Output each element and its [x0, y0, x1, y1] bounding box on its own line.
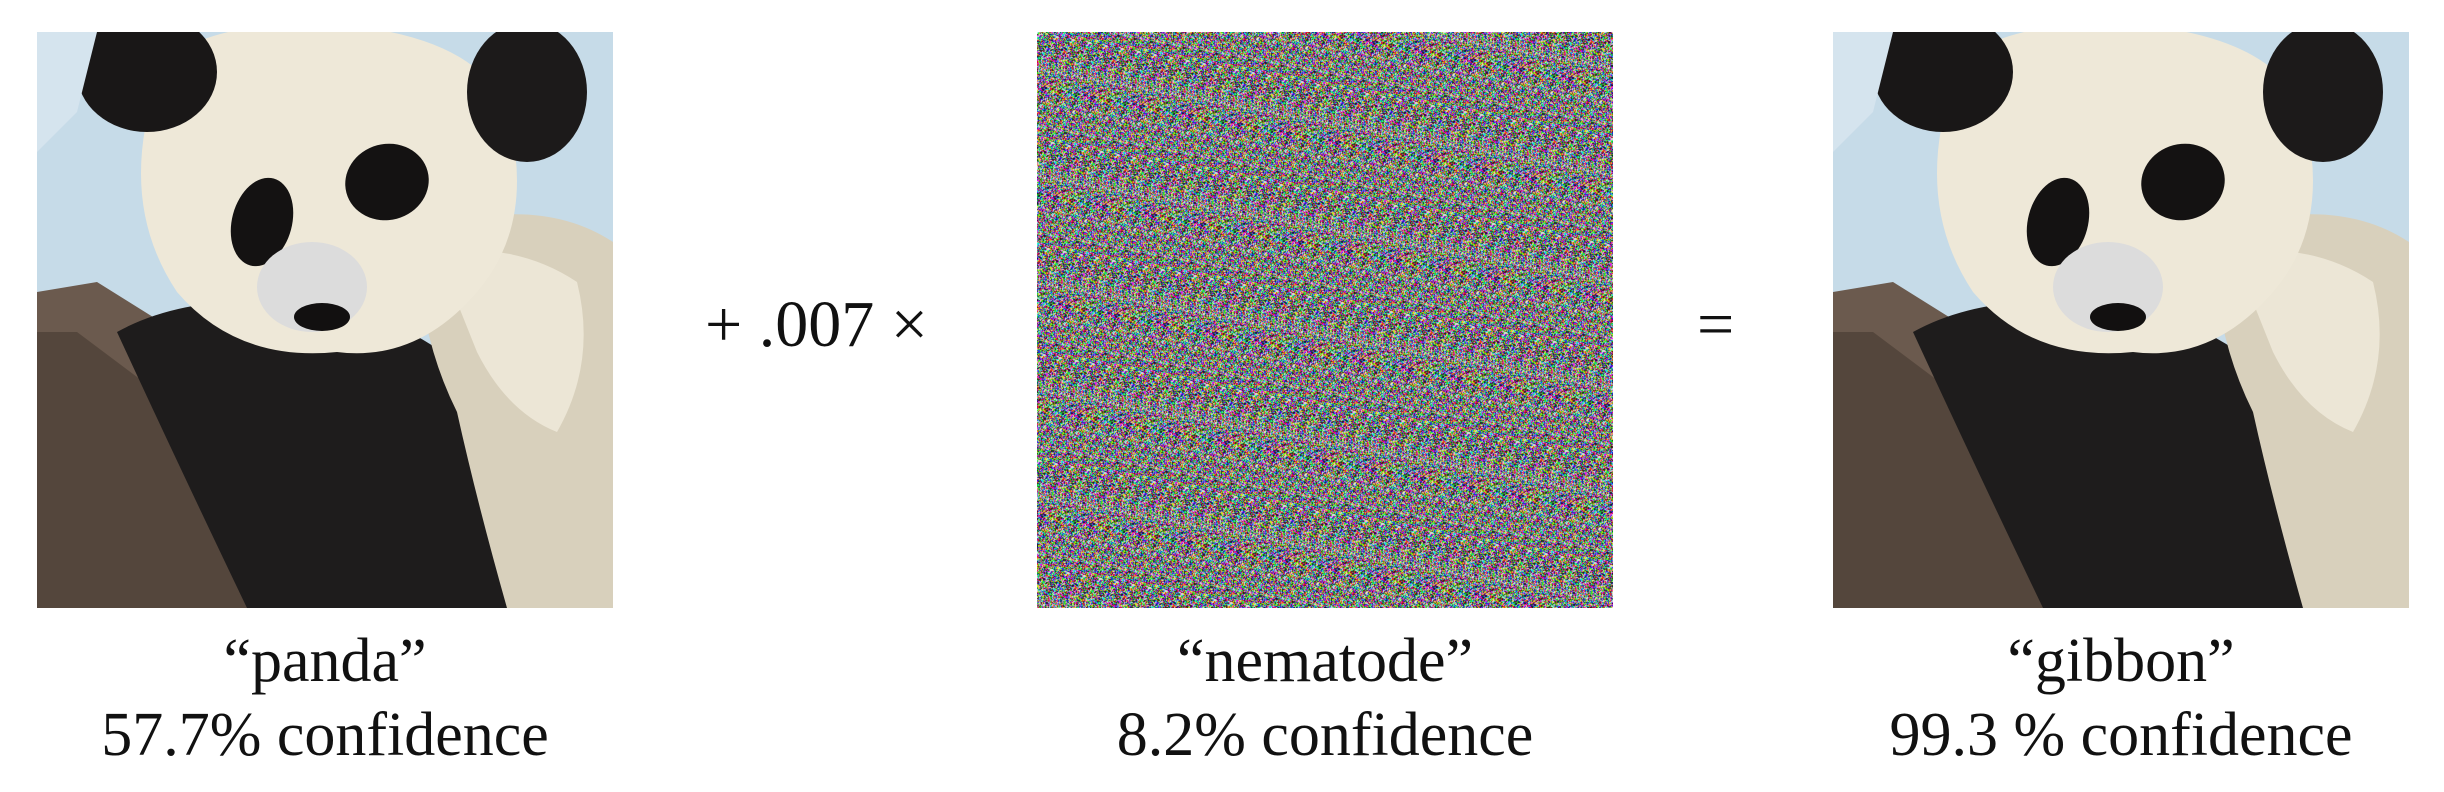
- panda-photo: [37, 32, 613, 608]
- noise-pattern: [1037, 32, 1613, 608]
- confidence-text: 99.3 % confidence: [1889, 701, 2353, 769]
- class-label: “panda”: [223, 627, 427, 695]
- panel-noise: “nematode” 8.2% confidence: [1037, 32, 1613, 769]
- panel-adversarial: “gibbon” 99.3 % confidence: [1833, 32, 2409, 769]
- caption-original: “panda” 57.7% confidence: [0, 624, 673, 772]
- caption-noise: “nematode” 8.2% confidence: [977, 624, 1673, 772]
- class-label: “gibbon”: [2007, 627, 2235, 695]
- panel-original: “panda” 57.7% confidence: [37, 32, 613, 769]
- confidence-text: 57.7% confidence: [101, 701, 549, 769]
- plus-times-operator: + .007 ×: [705, 288, 928, 361]
- confidence-text: 8.2% confidence: [1116, 701, 1534, 769]
- caption-adversarial: “gibbon” 99.3 % confidence: [1773, 624, 2444, 772]
- panda-photo-perturbed: [1833, 32, 2409, 608]
- class-label: “nematode”: [1176, 627, 1474, 695]
- equals-operator: =: [1697, 288, 1735, 361]
